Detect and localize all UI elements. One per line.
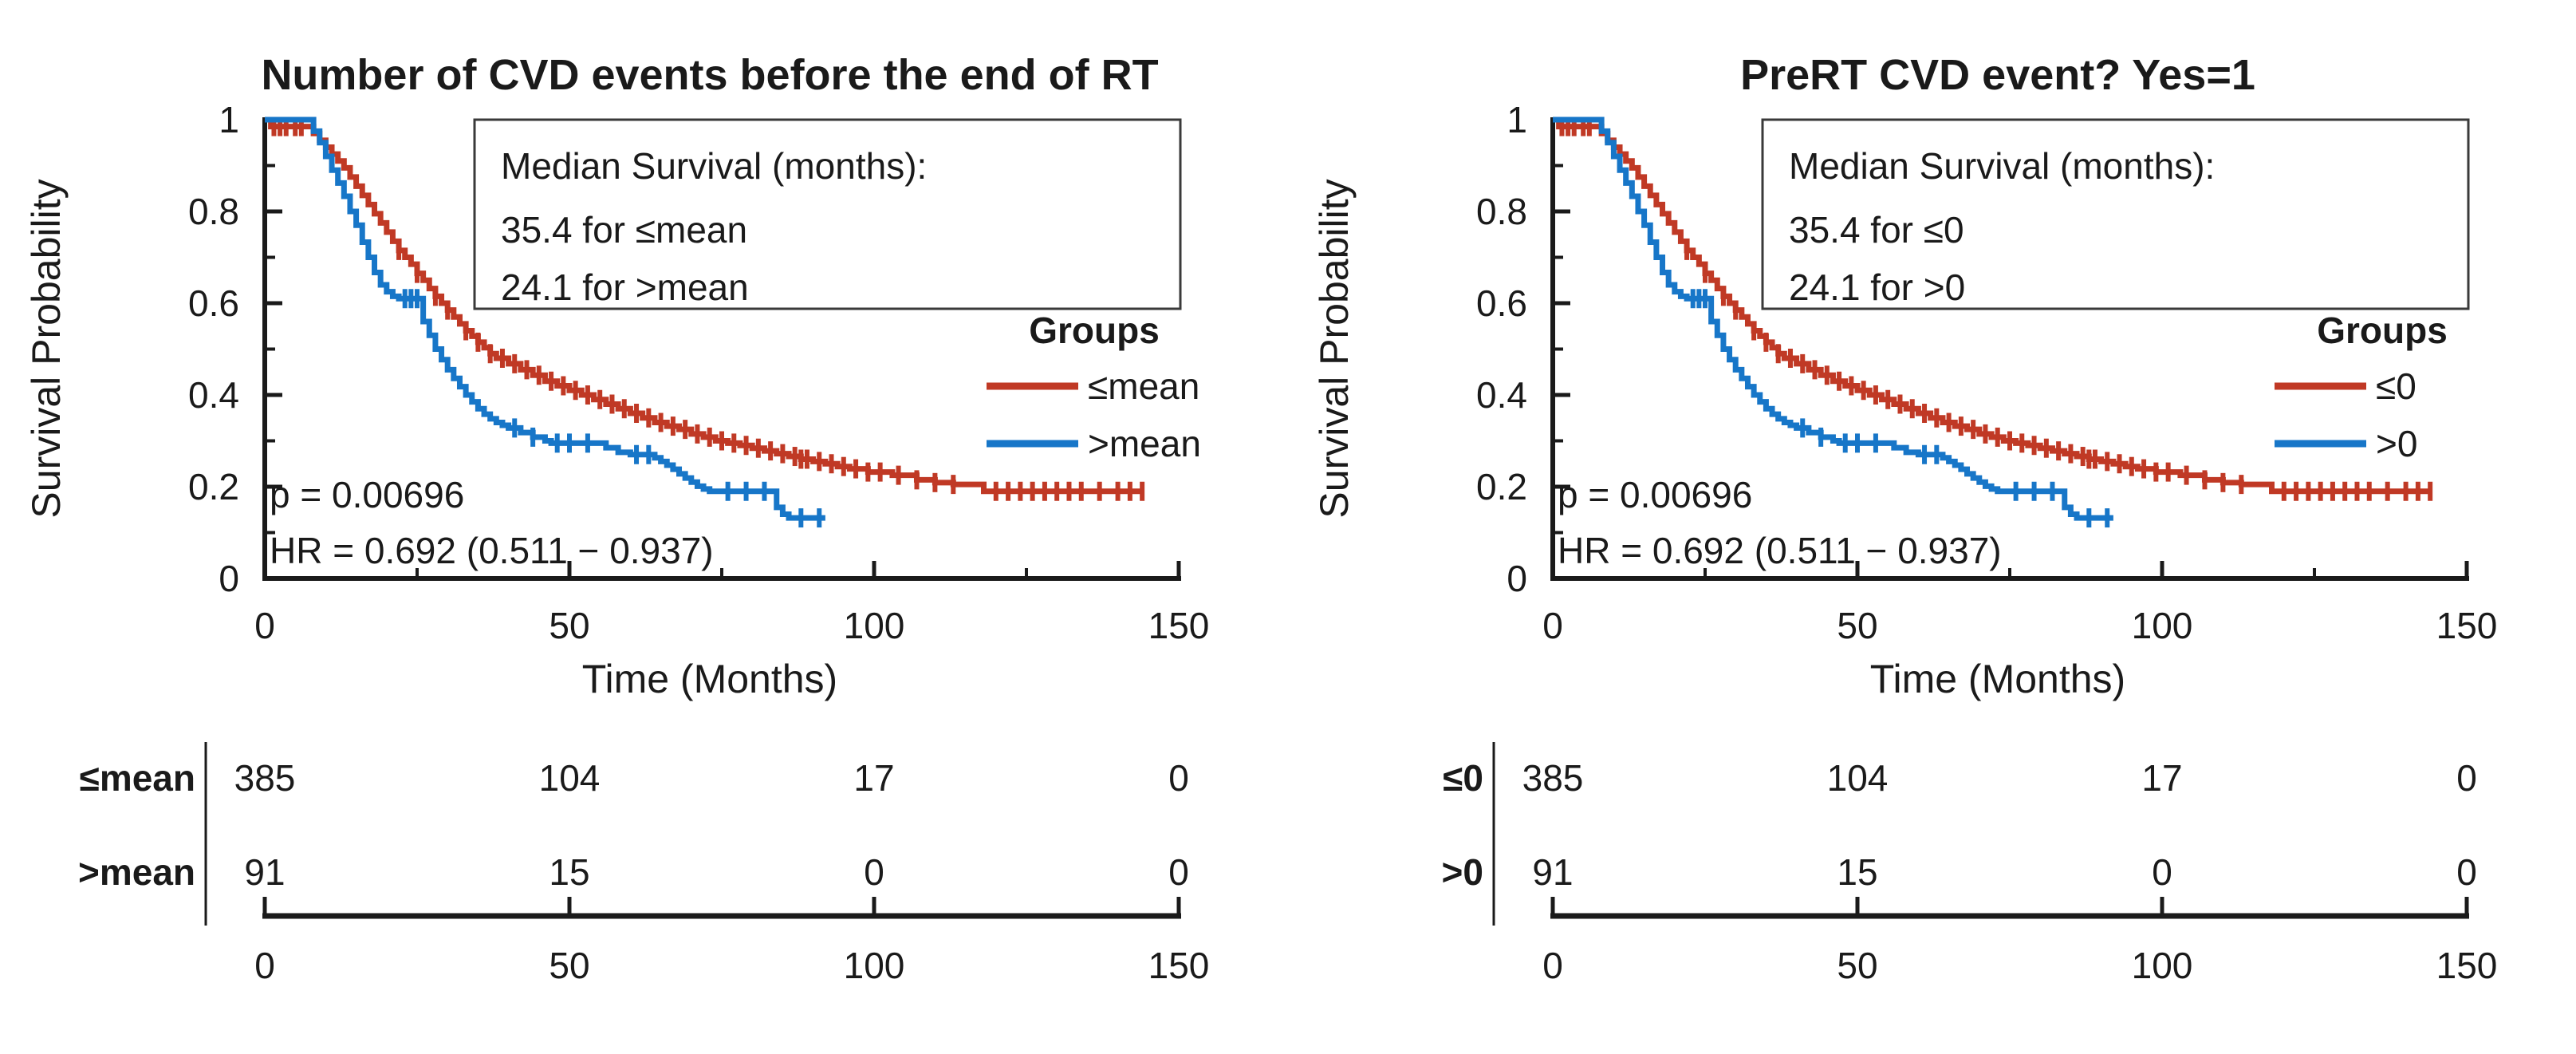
risk-value: 0: [2456, 851, 2477, 893]
risk-row-label: ≤0: [1443, 757, 1483, 799]
x-tick-label: 100: [844, 605, 905, 646]
plot-layer: [1550, 116, 2469, 581]
risk-value: 91: [1532, 851, 1573, 893]
risk-value: 91: [244, 851, 285, 893]
x-tick-label: 50: [549, 605, 589, 646]
risk-value: 15: [1837, 851, 1877, 893]
x-axis-label: Time (Months): [1870, 657, 2125, 701]
x-tick-label: 0: [1542, 605, 1563, 646]
risk-value: 0: [1168, 757, 1189, 799]
legend-title: Groups: [2317, 310, 2448, 351]
risk-tick-label: 150: [2436, 945, 2498, 986]
y-tick-label: 0: [1507, 558, 1527, 599]
y-tick-label: 0.2: [1476, 466, 1527, 507]
p-value-text: p = 0.00696: [270, 474, 464, 515]
plot-layer: [262, 116, 1181, 581]
median-box-group1: 35.4 for ≤mean: [501, 209, 747, 251]
legend-label-group2: >mean: [1088, 423, 1201, 464]
y-axis-label: Survival Probability: [24, 179, 69, 518]
risk-tick-label: 100: [844, 945, 905, 986]
x-tick-label: 150: [2436, 605, 2498, 646]
hazard-ratio-text: HR = 0.692 (0.511 − 0.937): [270, 530, 714, 571]
panel-cvd-events: Number of CVD events before the end of R…: [24, 51, 1210, 986]
risk-row-label: >mean: [78, 851, 195, 893]
legend-label-group1: ≤0: [2376, 365, 2416, 407]
y-tick-label: 1: [1507, 99, 1527, 140]
y-tick-label: 0.4: [188, 374, 239, 416]
km-curve-1: [265, 116, 825, 521]
km-plot-right: PreRT CVD event? Yes=1 Survival Probabil…: [1312, 51, 2498, 986]
risk-tick-label: 0: [1542, 945, 1563, 986]
risk-value: 17: [853, 757, 894, 799]
risk-row-label: ≤mean: [80, 757, 195, 799]
median-survival-box: [473, 118, 1182, 310]
risk-tick-label: 50: [549, 945, 589, 986]
risk-tick-label: 100: [2132, 945, 2193, 986]
x-axis-label: Time (Months): [582, 657, 837, 701]
median-box-group2: 24.1 for >mean: [501, 266, 749, 308]
panel-prert-cvd: PreRT CVD event? Yes=1 Survival Probabil…: [1288, 0, 2576, 1054]
y-tick-label: 0.4: [1476, 374, 1527, 416]
y-axis-label: Survival Probability: [1312, 179, 1357, 518]
legend-label-group1: ≤mean: [1088, 365, 1199, 407]
risk-value: 0: [1168, 851, 1189, 893]
km-curve-1: [1553, 116, 2113, 521]
y-tick-label: 0.2: [188, 466, 239, 507]
chart-title: Number of CVD events before the end of R…: [261, 51, 1158, 99]
x-tick-label: 50: [1837, 605, 1877, 646]
median-box-header: Median Survival (months):: [1789, 145, 2215, 187]
risk-tick-label: 50: [1837, 945, 1877, 986]
risk-tick-label: 0: [254, 945, 275, 986]
y-tick-label: 0.6: [1476, 282, 1527, 324]
risk-value: 15: [549, 851, 589, 893]
p-value-text: p = 0.00696: [1558, 474, 1752, 515]
x-tick-label: 0: [254, 605, 275, 646]
median-survival-box: [1761, 118, 2470, 310]
median-box-group1: 35.4 for ≤0: [1789, 209, 1964, 251]
legend-label-group2: >0: [2376, 423, 2417, 464]
legend-title: Groups: [1029, 310, 1160, 351]
risk-value: 104: [539, 757, 601, 799]
chart-title: PreRT CVD event? Yes=1: [1740, 51, 2255, 99]
risk-value: 17: [2141, 757, 2182, 799]
y-tick-label: 0.6: [188, 282, 239, 324]
risk-value: 0: [864, 851, 884, 893]
y-tick-label: 0.8: [1476, 191, 1527, 232]
risk-value: 0: [2456, 757, 2477, 799]
risk-value: 385: [1522, 757, 1584, 799]
risk-value: 0: [2152, 851, 2172, 893]
hazard-ratio-text: HR = 0.692 (0.511 − 0.937): [1558, 530, 2002, 571]
median-box-header: Median Survival (months):: [501, 145, 927, 187]
risk-tick-label: 150: [1148, 945, 1210, 986]
y-tick-label: 0: [219, 558, 239, 599]
median-box-group2: 24.1 for >0: [1789, 266, 1965, 308]
risk-row-label: >0: [1442, 851, 1483, 893]
km-plot-left: Number of CVD events before the end of R…: [24, 51, 1210, 986]
risk-value: 104: [1827, 757, 1889, 799]
y-tick-label: 0.8: [188, 191, 239, 232]
x-tick-label: 100: [2132, 605, 2193, 646]
risk-value: 385: [234, 757, 296, 799]
y-tick-label: 1: [219, 99, 239, 140]
x-tick-label: 150: [1148, 605, 1210, 646]
